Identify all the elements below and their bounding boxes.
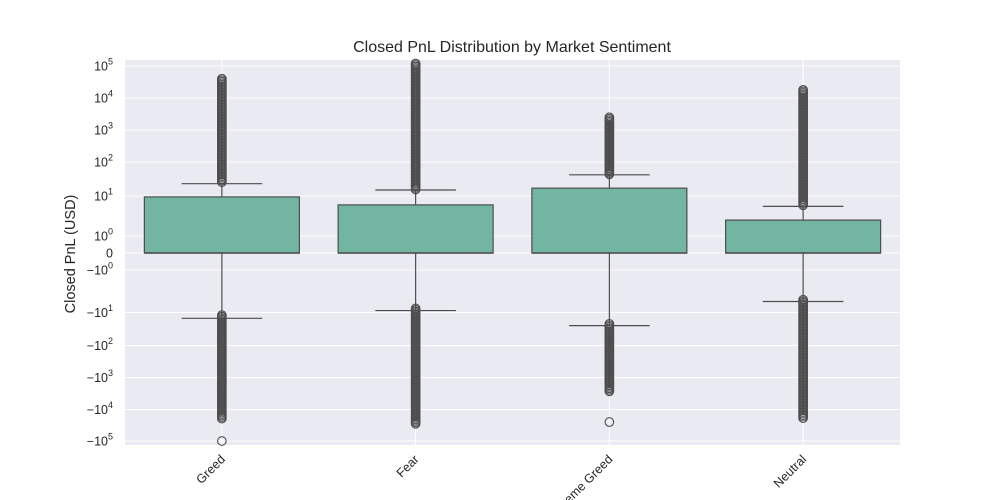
y-tick-label: 104	[94, 89, 113, 106]
outlier-high	[798, 200, 808, 211]
box-iqr	[143, 196, 300, 254]
y-tick-label: 102	[94, 153, 113, 170]
box-iqr	[725, 219, 882, 254]
x-tick-label: Greed	[194, 452, 228, 486]
x-axis-ticks: Greed Fear Extreme Greed Neutral	[194, 452, 810, 500]
x-tick-label: Neutral	[771, 452, 809, 490]
outlier	[217, 436, 227, 446]
y-tick-label: −101	[87, 303, 113, 320]
box-fear	[337, 58, 494, 429]
y-axis-label: Closed PnL (USD)	[63, 195, 79, 314]
y-tick-label: −102	[87, 336, 113, 353]
boxes	[143, 58, 882, 446]
outlier-high	[604, 169, 615, 180]
x-tick-label: Fear	[394, 452, 422, 480]
box-iqr	[337, 204, 494, 254]
x-tick-label: Extreme Greed	[546, 452, 616, 500]
box-extreme-greed	[531, 112, 688, 427]
box-iqr	[531, 187, 688, 254]
outlier-low	[217, 413, 227, 424]
outlier-high	[217, 177, 227, 188]
box-greed	[143, 73, 300, 446]
y-tick-label: 100	[94, 227, 113, 244]
outlier-low	[798, 413, 808, 424]
y-tick-label: 103	[94, 121, 113, 138]
y-tick-label: 101	[94, 187, 113, 204]
y-tick-label: −100	[87, 261, 113, 278]
y-tick-label: −105	[87, 432, 113, 449]
box-neutral	[725, 84, 882, 424]
y-tick-label: −103	[87, 368, 113, 385]
y-tick-label: 105	[94, 57, 113, 74]
y-tick-label: 0	[106, 247, 113, 261]
outlier-high	[410, 184, 421, 195]
chart-title: Closed PnL Distribution by Market Sentim…	[353, 39, 671, 56]
y-tick-label: −104	[87, 400, 113, 417]
outlier	[604, 417, 615, 427]
y-axis-ticks: 105 104 103 102 101 100 0−100 −101 −102 −103 −104 −…	[87, 57, 113, 449]
outlier-low	[410, 419, 421, 429]
outlier-low	[604, 386, 615, 397]
